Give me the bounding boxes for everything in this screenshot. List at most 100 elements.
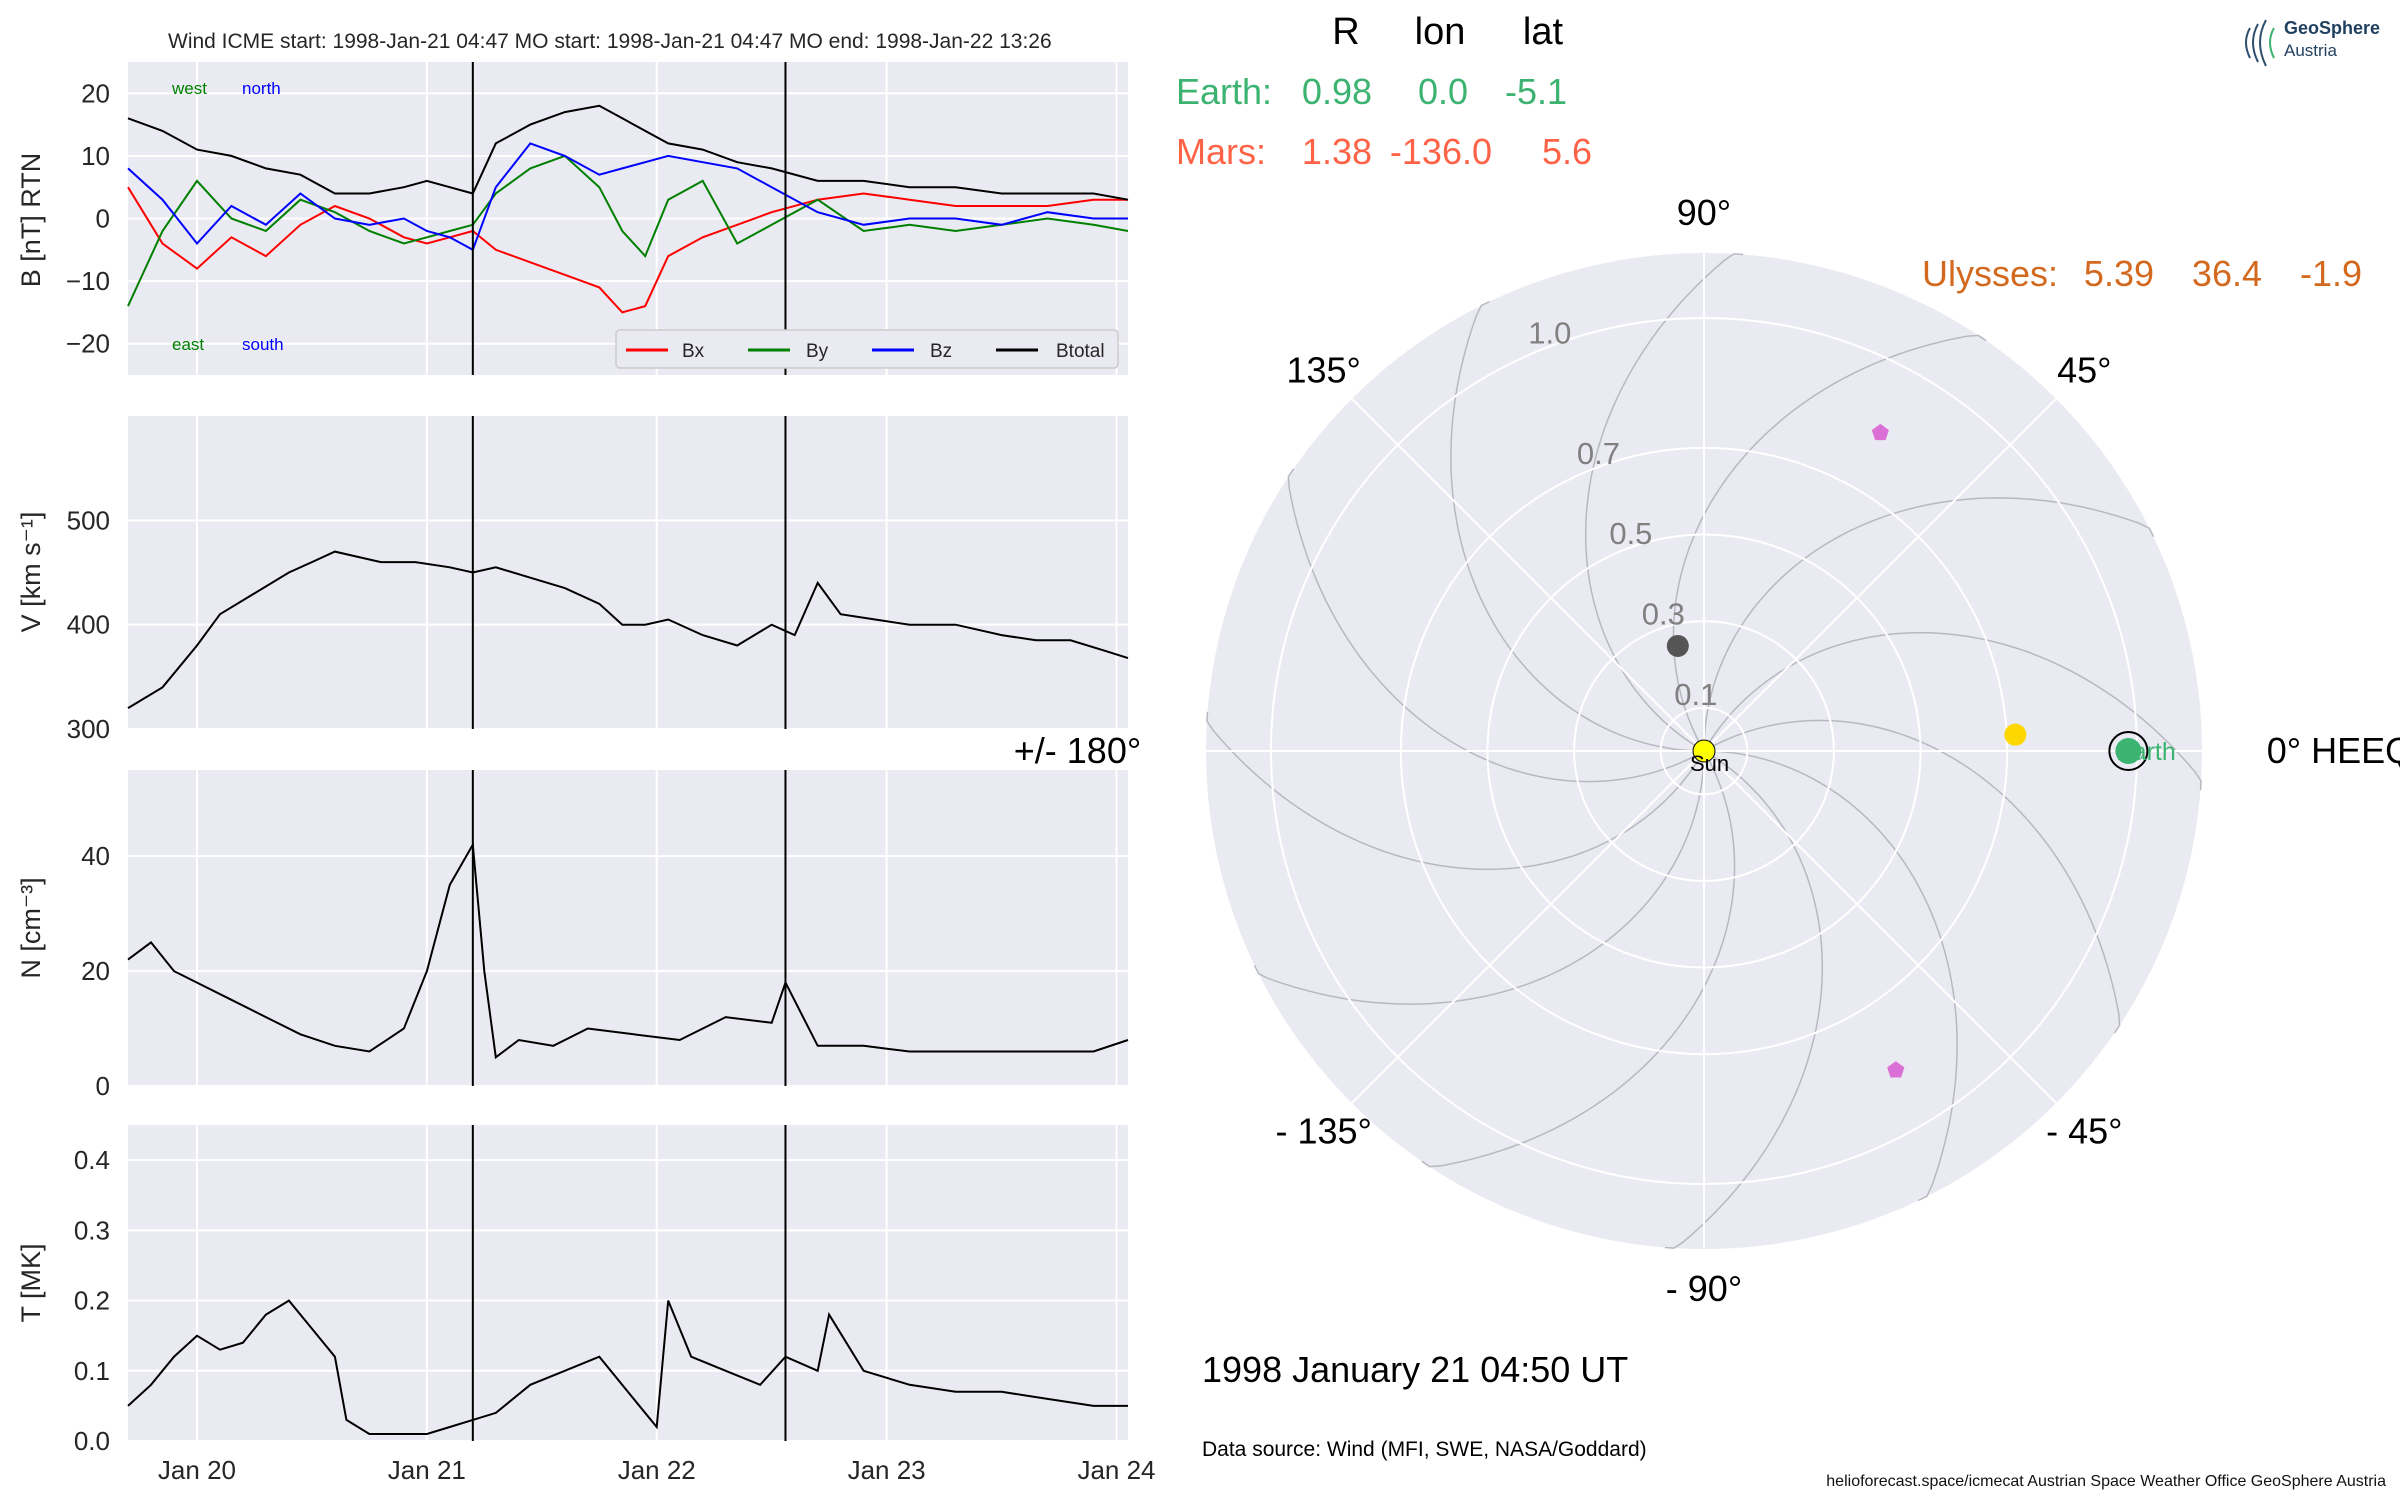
body-marker-venus (1871, 423, 1889, 441)
parker-spiral-line (1450, 300, 1705, 752)
mars-row-lon: -136.0 (1390, 131, 1492, 172)
legend: Bx By Bz Btotal (615, 329, 1119, 369)
x-tick-label: Jan 21 (388, 1455, 466, 1485)
y-tick-label: 0.3 (74, 1215, 110, 1245)
series-line-btotal (127, 104, 1129, 201)
logo-text-line2: Austria (2284, 41, 2337, 60)
annotation-west: west (171, 79, 207, 98)
series-group (127, 1299, 1128, 1435)
annotation-north: north (242, 79, 281, 98)
parker-spiral-line (1421, 750, 1736, 1168)
series-line-bz (127, 142, 1128, 252)
planet-markers (1666, 423, 2149, 1078)
polar-plot: 0.1 0.3 0.5 0.7 1.0 0° HEEQ 45° 90° 135° +/- 180… (1014, 192, 2400, 1309)
parker-spiral-line (1664, 750, 1824, 1249)
annotation-south: south (242, 335, 284, 354)
y-tick-labels: −20 −10 0 10 20 (66, 78, 110, 358)
radial-tick-label: 0.5 (1609, 516, 1652, 551)
angle-tick-label: 0° HEEQ (2267, 730, 2400, 771)
temperature-panel: 0.0 0.1 0.2 0.3 0.4 Jan 20 Jan 21 Jan 22 Jan 23… (16, 1125, 1156, 1485)
y-tick-label: 0.0 (74, 1426, 110, 1456)
angle-tick-label: 135° (1286, 350, 1360, 391)
series-line-n (127, 841, 1129, 1060)
date-label: 1998 January 21 04:50 UT (1202, 1349, 1628, 1390)
legend-label-btotal: Btotal (1056, 341, 1105, 362)
event-lines (471, 770, 787, 1086)
angle-tick-label: - 90° (1666, 1268, 1742, 1309)
event-lines (471, 62, 787, 375)
x-tick-label: Jan 24 (1077, 1455, 1155, 1485)
panel-background (128, 1125, 1128, 1441)
event-lines (471, 1125, 787, 1441)
parker-spiral-line (1287, 468, 1705, 783)
ulysses-row-r: 5.39 (2084, 253, 2154, 294)
x-tick-labels: Jan 20 Jan 21 Jan 22 Jan 23 Jan 24 (158, 1455, 1156, 1485)
velocity-panel: 300 400 500 V [km s⁻¹] (16, 416, 1129, 744)
y-tick-label: 500 (67, 505, 110, 535)
sun-label: Sun (1690, 751, 1729, 776)
y-tick-label: 0.4 (74, 1145, 110, 1175)
parker-spiral-line (1703, 750, 1958, 1202)
y-tick-label: 10 (81, 141, 110, 171)
table-header-lat: lat (1523, 11, 1564, 53)
body-marker-stereo (1887, 1061, 1905, 1078)
x-tick-label: Jan 20 (158, 1455, 236, 1485)
radial-tick-label: 0.7 (1577, 436, 1620, 471)
footer-credits: helioforecast.space/icmecat Austrian Spa… (1826, 1473, 2386, 1490)
series-line-bx (127, 186, 1128, 314)
angle-tick-label: - 45° (2046, 1110, 2122, 1151)
position-table: R lon lat Earth: 0.98 0.0 -5.1 Mars: 1.3… (1176, 11, 2362, 294)
mars-row-r: 1.38 (1302, 131, 1372, 172)
table-header-r: R (1332, 11, 1359, 53)
table-header-lon: lon (1415, 11, 1466, 53)
ulysses-row-name: Ulysses: (1922, 253, 2058, 294)
y-tick-labels: 300 400 500 (67, 505, 110, 744)
figure-title: Wind ICME start: 1998-Jan-21 04:47 MO st… (168, 30, 1052, 53)
mars-row-lat: 5.6 (1542, 131, 1592, 172)
parker-spirals (1206, 253, 2202, 1249)
density-panel: 0 20 40 N [cm⁻³] (16, 770, 1129, 1101)
y-tick-label: 300 (67, 714, 110, 744)
y-tick-label: 20 (81, 956, 110, 986)
magnetic-field-panel: −20 −10 0 10 20 B [nT] RTN west north east s… (16, 62, 1129, 375)
y-tick-label: 0.2 (74, 1286, 110, 1316)
y-axis-label: N [cm⁻³] (16, 877, 46, 978)
y-tick-label: 0 (96, 204, 110, 234)
parker-spiral-line (1253, 750, 1705, 1005)
radial-tick-label: 0.1 (1674, 677, 1717, 712)
source-label: Data source: Wind (MFI, SWE, NASA/Goddar… (1202, 1438, 1647, 1461)
event-lines (471, 416, 787, 729)
x-tick-label: Jan 23 (848, 1455, 926, 1485)
radial-tick-label: 0.3 (1642, 597, 1685, 632)
earth-ring-marker (2108, 731, 2149, 771)
y-axis-label: T [MK] (16, 1243, 46, 1322)
mars-row-name: Mars: (1176, 131, 1266, 172)
radial-tick-label: 1.0 (1528, 315, 1571, 350)
earth-row-name: Earth: (1176, 71, 1272, 112)
legend-label-bz: Bz (930, 341, 952, 362)
grid (128, 770, 1128, 1087)
panel-background (128, 770, 1128, 1086)
y-axis-label: B [nT] RTN (16, 153, 46, 288)
legend-label-bx: Bx (682, 341, 705, 362)
series-group (127, 550, 1129, 709)
angle-tick-label: 90° (1677, 192, 1731, 233)
logo-mark-icon (2245, 19, 2275, 67)
legend-frame (615, 329, 1119, 369)
parker-spiral-line (1584, 253, 1744, 752)
grid (128, 1125, 1128, 1442)
ulysses-row-lon: 36.4 (2192, 253, 2262, 294)
logo-text-line1: GeoSphere (2284, 18, 2380, 38)
y-tick-label: −10 (66, 266, 110, 296)
panel-background (128, 416, 1128, 729)
series-line-by (127, 154, 1129, 307)
earth-row-lat: -5.1 (1505, 71, 1567, 112)
y-tick-label: 0 (96, 1071, 110, 1101)
legend-label-by: By (806, 341, 829, 362)
y-axis-label: V [km s⁻¹] (16, 512, 46, 633)
y-tick-label: 0.1 (74, 1356, 110, 1386)
angle-tick-label: - 135° (1275, 1110, 1371, 1151)
series-group (127, 104, 1129, 314)
y-tick-labels: 0.0 0.1 0.2 0.3 0.4 (74, 1145, 110, 1456)
